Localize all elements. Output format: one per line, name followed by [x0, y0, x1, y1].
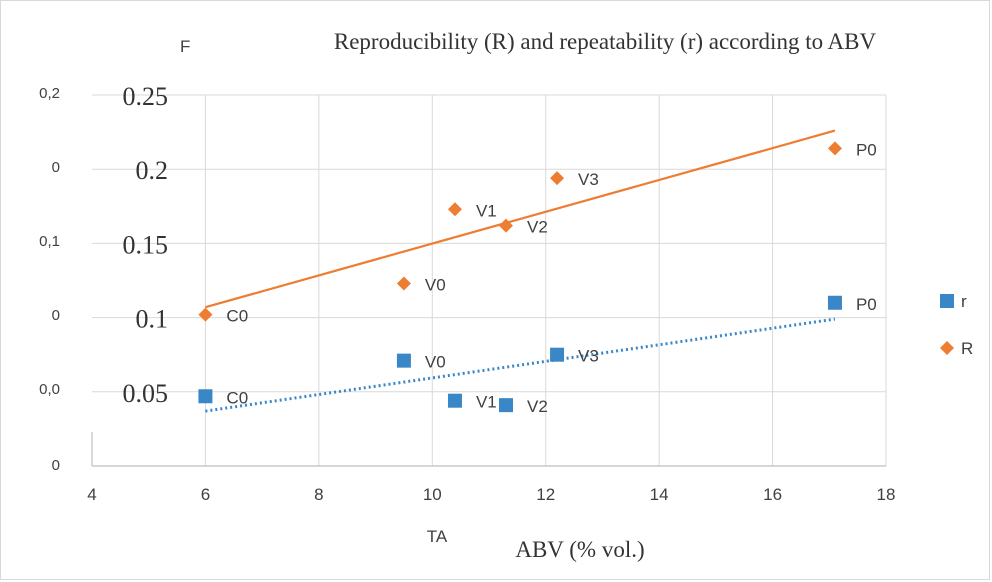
x-tick-label: 8	[314, 485, 323, 504]
point-R-P0	[827, 141, 842, 156]
point-label-r-V1: V1	[476, 393, 497, 412]
y-tick-label: 0.15	[123, 230, 169, 259]
data-points: C0 V0 V1 V2 V3 P0 C0 V0 V1 V2 V3 P0	[198, 140, 877, 416]
point-label-R-V1: V1	[476, 201, 497, 220]
x-tick-label: 14	[650, 485, 669, 504]
point-r-C0	[198, 389, 213, 404]
x-tick-label: 12	[536, 485, 555, 504]
point-label-r-V2: V2	[527, 397, 548, 416]
underlying-y-tick: 0,2	[39, 85, 60, 102]
point-label-r-V3: V3	[578, 347, 599, 366]
point-label-r-P0: P0	[856, 295, 877, 314]
point-r-V1	[447, 393, 462, 408]
axes: 4 6 8 10 12 14 16 18 0.05 0.1 0.15 0.2 0.25	[87, 82, 895, 504]
y-tick-label: 0.2	[136, 156, 169, 185]
chart-title: Reproducibility (R) and repeatability (r…	[334, 29, 877, 54]
underlying-y-tick: 0	[52, 307, 60, 324]
underlying-y-tick: 0	[52, 457, 60, 474]
legend-label-R: R	[961, 339, 973, 358]
point-label-R-C0: C0	[226, 307, 248, 326]
x-tick-label: 10	[423, 485, 442, 504]
underlying-y-tick: 0	[52, 159, 60, 176]
y-tick-label: 0.1	[136, 305, 169, 334]
point-r-V2	[499, 398, 514, 413]
gridlines	[92, 94, 887, 466]
point-label-R-V0: V0	[425, 275, 446, 294]
legend-label-r: r	[961, 292, 967, 311]
x-tick-label: 18	[877, 485, 896, 504]
point-R-V1	[447, 202, 462, 217]
point-r-V3	[550, 347, 565, 362]
underlying-y-tick: 0,0	[39, 381, 60, 398]
x-tick-label: 16	[763, 485, 782, 504]
point-R-V2	[499, 218, 514, 233]
trendline-R	[205, 129, 836, 309]
point-label-R-V3: V3	[578, 170, 599, 189]
point-R-C0	[198, 307, 213, 322]
legend-marker-R	[940, 341, 954, 355]
legend: rR	[940, 292, 973, 358]
x-tick-label: 6	[201, 485, 210, 504]
underlying-title-fragment: F	[180, 37, 190, 56]
point-label-r-C0: C0	[226, 388, 248, 407]
y-tick-label: 0.05	[123, 379, 169, 408]
x-tick-label: 4	[87, 485, 96, 504]
trendline-r	[205, 317, 836, 413]
point-R-V0	[396, 276, 411, 291]
legend-marker-r	[940, 294, 954, 308]
trendlines	[205, 129, 836, 413]
point-R-V3	[550, 171, 565, 186]
underlying-chart-fragments: F 0,2 0 0,1 0 0,0 0 TA	[39, 37, 448, 546]
underlying-x-label: TA	[427, 527, 448, 546]
x-axis-label: ABV (% vol.)	[515, 537, 644, 562]
point-r-P0	[827, 295, 842, 310]
y-tick-label: 0.25	[123, 82, 169, 111]
point-label-r-V0: V0	[425, 353, 446, 372]
point-label-R-V2: V2	[527, 218, 548, 237]
point-label-R-P0: P0	[856, 140, 877, 159]
point-r-V0	[396, 353, 411, 368]
underlying-y-tick: 0,1	[39, 233, 60, 250]
